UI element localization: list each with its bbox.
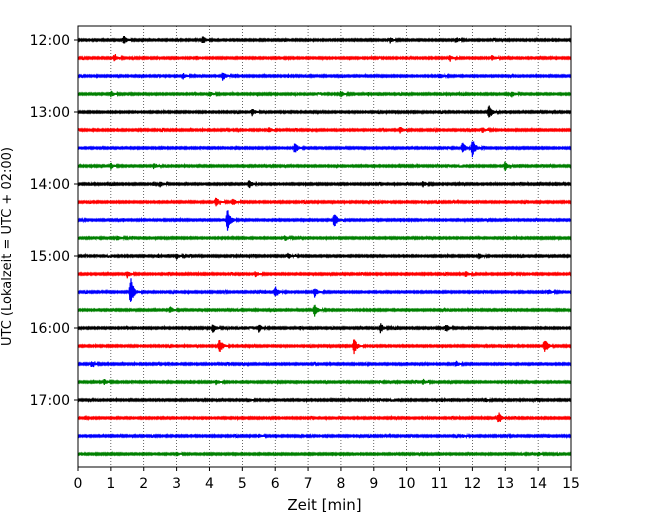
y-tick-label-4: 16:00: [30, 321, 70, 337]
trace-1615: [77, 339, 572, 355]
y-tick-label-2: 14:00: [30, 177, 70, 193]
trace-1200: [77, 36, 572, 44]
x-tick-label-13: 13: [496, 476, 514, 492]
trace-1245: [77, 90, 572, 98]
trace-1330: [77, 141, 572, 158]
x-tick-label-7: 7: [304, 476, 313, 492]
trace-1600: [77, 323, 572, 334]
y-tick-label-5: 17:00: [30, 393, 70, 409]
trace-1300: [77, 105, 572, 118]
trace-1530: [77, 278, 572, 302]
plot-frame: [77, 25, 572, 468]
trace-1630: [77, 360, 572, 368]
x-tick-label-1: 1: [106, 476, 115, 492]
x-tick-label-4: 4: [205, 476, 214, 492]
trace-1545: [77, 304, 572, 317]
trace-group: [77, 36, 572, 458]
trace-1415: [77, 197, 572, 207]
x-tick-label-5: 5: [238, 476, 247, 492]
x-tick-label-9: 9: [369, 476, 378, 492]
trace-1715: [77, 412, 572, 423]
x-axis-label: Zeit [min]: [287, 496, 361, 514]
x-tick-label-6: 6: [271, 476, 280, 492]
trace-1745: [77, 450, 572, 458]
trace-1445: [77, 234, 572, 242]
x-tick-label-15: 15: [562, 476, 580, 492]
trace-1230: [77, 72, 572, 81]
trace-1345: [77, 161, 572, 172]
x-tick-label-12: 12: [463, 476, 481, 492]
trace-1700: [77, 396, 572, 404]
trace-1730: [77, 432, 572, 440]
x-tick-label-14: 14: [529, 476, 547, 492]
x-tick-label-10: 10: [398, 476, 416, 492]
trace-1215: [77, 54, 572, 62]
y-tick-label-1: 13:00: [30, 105, 70, 121]
trace-1315: [77, 126, 572, 134]
y-tick-label-3: 15:00: [30, 249, 70, 265]
axis-ticks: 0 1 2 3 4 5 6 7 8 9 10 11 12 13 14 1512:0013:0014:0015:…: [30, 33, 580, 492]
trace-1430: [77, 210, 572, 231]
x-tick-label-3: 3: [172, 476, 181, 492]
y-axis-label: UTC (Lokalzeit = UTC + 02:00): [0, 147, 15, 346]
trace-1515: [77, 270, 572, 279]
trace-1500: [77, 252, 572, 260]
x-tick-label-8: 8: [336, 476, 345, 492]
trace-1400: [77, 180, 572, 189]
y-tick-label-0: 12:00: [30, 33, 70, 49]
x-tick-label-2: 2: [139, 476, 148, 492]
x-tick-label-0: 0: [74, 476, 83, 492]
x-tick-label-11: 11: [431, 476, 449, 492]
trace-1645: [77, 378, 572, 386]
